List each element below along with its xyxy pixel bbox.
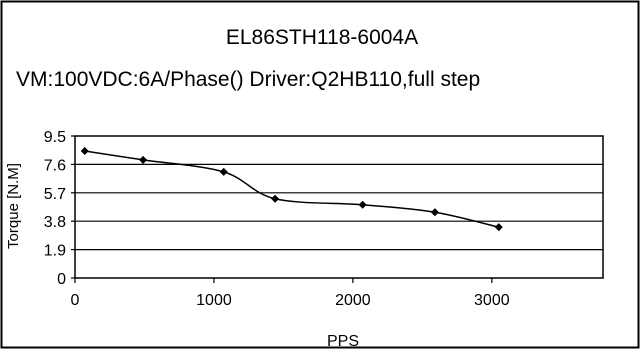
data-point-4 [358, 200, 367, 209]
data-point-5 [430, 208, 439, 217]
y-axis-label: Torque [N.M] [5, 163, 22, 249]
plot-area [71, 135, 604, 283]
data-point-1 [139, 155, 148, 164]
y-tick-label-3: 5.7 [44, 186, 66, 203]
x-tick-label-0: 0 [71, 292, 80, 309]
y-tick-label-4: 7.6 [44, 157, 66, 174]
x-tick-label-2: 2000 [335, 292, 371, 309]
x-tick-labels: 0 1000 2000 3000 [71, 292, 510, 309]
x-axis-label: PPS [327, 333, 359, 350]
plot-border [74, 135, 604, 279]
x-tick-label-3: 3000 [474, 292, 510, 309]
y-tick-label-2: 3.8 [44, 214, 66, 231]
x-tick-label-1: 1000 [196, 292, 232, 309]
data-point-3 [271, 194, 280, 203]
data-point-2 [219, 167, 228, 176]
y-tick-label-5: 9.5 [44, 129, 66, 146]
data-point-6 [494, 223, 503, 232]
y-tick-label-0: 0 [57, 271, 66, 288]
chart-title: EL86STH118-6004A [226, 26, 418, 49]
y-tick-label-1: 1.9 [44, 243, 66, 260]
data-point-0 [80, 146, 89, 155]
y-tick-labels: 0 1.9 3.8 5.7 7.6 9.5 [44, 129, 66, 288]
chart-subtitle: VM:100VDC:6A/Phase() Driver:Q2HB110,full… [16, 68, 480, 91]
